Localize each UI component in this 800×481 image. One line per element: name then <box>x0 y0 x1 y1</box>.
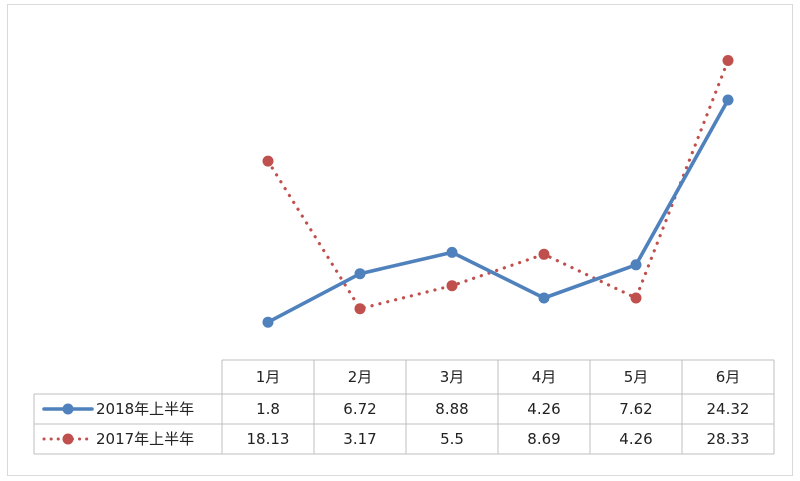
chart-frame <box>7 4 793 476</box>
category-label-3月: 3月 <box>440 368 465 386</box>
table-value-1-5月: 4.26 <box>619 430 652 448</box>
series-0-point-5月 <box>630 259 642 271</box>
data-table-grid <box>33 359 775 455</box>
series-0-point-4月 <box>538 292 550 304</box>
series-line-1 <box>266 58 730 311</box>
table-value-1-4月: 8.69 <box>527 430 560 448</box>
category-label-2月: 2月 <box>348 368 373 386</box>
category-label-6月: 6月 <box>716 368 741 386</box>
series-1-point-4月 <box>538 248 550 260</box>
table-value-0-4月: 4.26 <box>527 400 560 418</box>
series-1-point-6月 <box>722 55 734 66</box>
category-label-4月: 4月 <box>532 368 557 386</box>
table-value-1-1月: 18.13 <box>247 430 290 448</box>
table-value-0-5月: 7.62 <box>619 400 652 418</box>
legend-label-1: 2017年上半年 <box>96 430 194 448</box>
data-table-text: 1月 2月 3月 4月 5月 6月 2018年上半年 1.8 6.72 8.88 4.26 7.62 2… <box>42 368 750 448</box>
series-1-point-3月 <box>446 280 458 292</box>
series-0-point-1月 <box>262 316 274 328</box>
table-value-0-3月: 8.88 <box>435 400 468 418</box>
table-value-0-6月: 24.32 <box>707 400 750 418</box>
category-label-5月: 5月 <box>624 368 649 386</box>
series-1-point-5月 <box>630 292 642 304</box>
table-value-1-2月: 3.17 <box>343 430 376 448</box>
series-line-0 <box>266 98 730 324</box>
series-1-point-1月 <box>262 155 274 167</box>
series-1-point-2月 <box>354 303 366 315</box>
table-value-1-3月: 5.5 <box>440 430 464 448</box>
category-label-1月: 1月 <box>256 368 281 386</box>
table-value-0-2月: 6.72 <box>343 400 376 418</box>
series-0-point-3月 <box>446 246 458 258</box>
series-0-point-6月 <box>722 94 734 106</box>
legend-key-marker-1 <box>62 433 74 445</box>
table-value-1-6月: 28.33 <box>707 430 750 448</box>
series-0-point-2月 <box>354 268 366 280</box>
series-layer <box>262 55 734 328</box>
table-value-0-1月: 1.8 <box>256 400 280 418</box>
legend-label-0: 2018年上半年 <box>96 400 194 418</box>
legend-key-marker-0 <box>62 403 74 415</box>
